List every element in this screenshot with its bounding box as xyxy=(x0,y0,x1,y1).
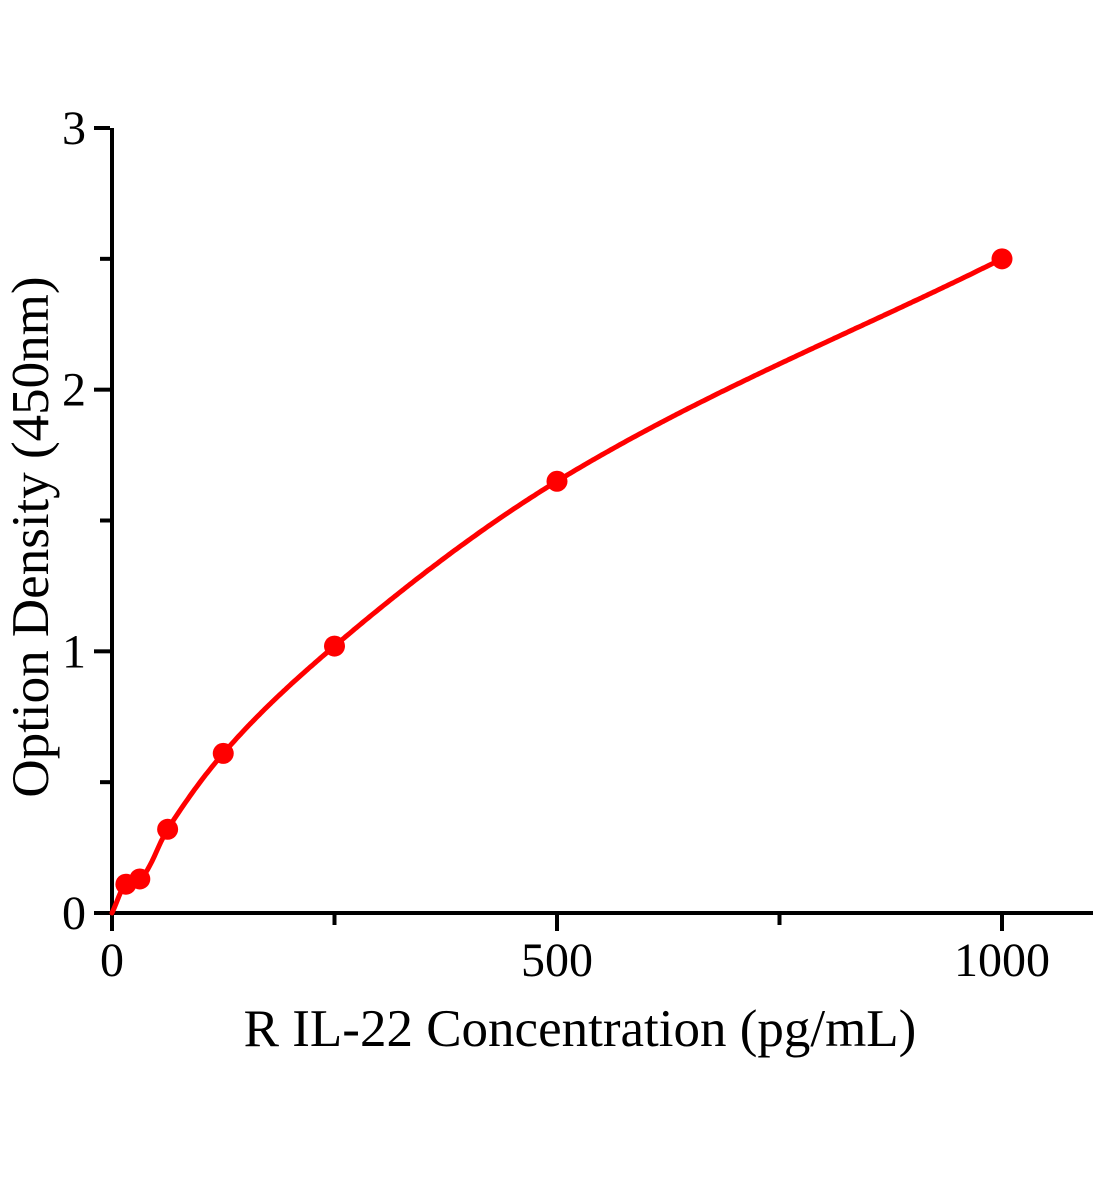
data-point xyxy=(157,818,179,840)
data-point xyxy=(991,248,1013,270)
x-tick-label: 0 xyxy=(100,934,124,987)
data-point xyxy=(324,635,345,657)
y-tick-label: 0 xyxy=(62,887,86,940)
y-axis-title: Option Density (450nm) xyxy=(2,276,60,798)
y-tick-label: 2 xyxy=(62,364,86,417)
x-tick-label: 500 xyxy=(521,934,593,987)
standard-curve xyxy=(109,256,1005,916)
data-point xyxy=(212,742,234,764)
x-tick-label: 1000 xyxy=(954,934,1050,987)
data-point xyxy=(546,470,568,492)
y-tick-label: 1 xyxy=(62,625,86,678)
y-tick-label: 3 xyxy=(62,102,86,155)
data-point xyxy=(129,868,151,890)
x-axis-title: R IL-22 Concentration (pg/mL) xyxy=(243,1000,917,1058)
